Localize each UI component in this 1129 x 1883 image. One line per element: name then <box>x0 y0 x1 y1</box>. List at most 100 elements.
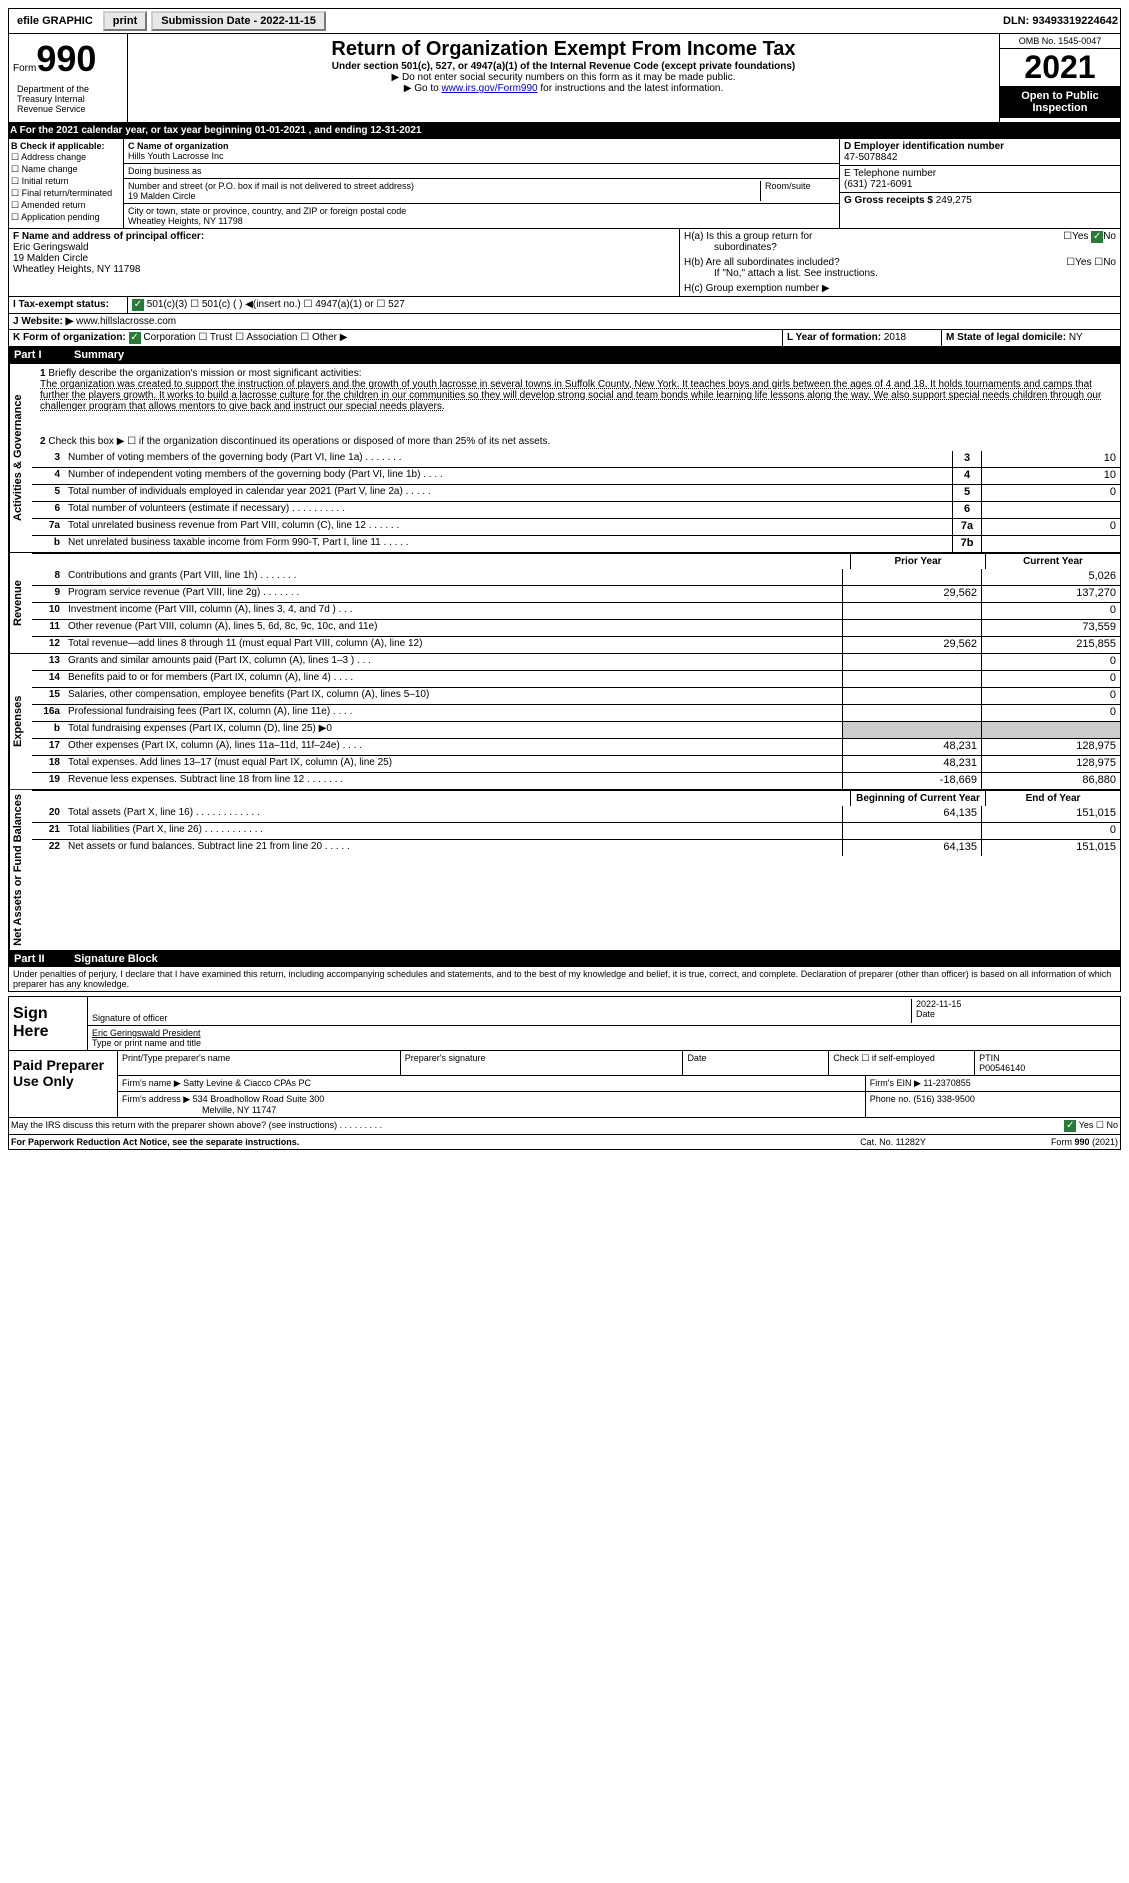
instr-1: ▶ Do not enter social security numbers o… <box>132 72 995 83</box>
form-header: Form990 Department of the Treasury Inter… <box>8 34 1121 123</box>
submission-date-label: Submission Date - 2022-11-15 <box>151 11 326 31</box>
table-row: 20Total assets (Part X, line 16) . . . .… <box>32 806 1120 822</box>
table-row: 12Total revenue—add lines 8 through 11 (… <box>32 636 1120 653</box>
table-row: 19Revenue less expenses. Subtract line 1… <box>32 772 1120 789</box>
table-row: 21Total liabilities (Part X, line 26) . … <box>32 822 1120 839</box>
top-bar: efile GRAPHIC print Submission Date - 20… <box>8 8 1121 34</box>
mission-text: The organization was created to support … <box>40 379 1101 412</box>
chk-initial[interactable]: ☐ Initial return <box>11 176 121 187</box>
ptin-value: P00546140 <box>979 1063 1025 1073</box>
box-de: D Employer identification number 47-5078… <box>840 139 1120 228</box>
table-row: 14Benefits paid to or for members (Part … <box>32 670 1120 687</box>
side-label-exp: Expenses <box>9 654 32 789</box>
row-j: J Website: ▶ www.hillslacrosse.com <box>8 314 1121 330</box>
row-fh: F Name and address of principal officer:… <box>8 229 1121 297</box>
check-icon: ✓ <box>1091 231 1103 243</box>
firm-name: Satty Levine & Ciacco CPAs PC <box>183 1078 311 1088</box>
check-icon: ✓ <box>129 332 141 344</box>
row-a: A For the 2021 calendar year, or tax yea… <box>8 123 1121 138</box>
footer-row: For Paperwork Reduction Act Notice, see … <box>8 1135 1121 1150</box>
phone-label: E Telephone number <box>844 168 936 179</box>
row-klm: K Form of organization: ✓ Corporation ☐ … <box>8 330 1121 347</box>
city-label: City or town, state or province, country… <box>128 206 406 216</box>
website-value: www.hillslacrosse.com <box>76 316 176 327</box>
ein-value: 47-5078842 <box>844 152 897 163</box>
info-grid: B Check if applicable: ☐ Address change … <box>8 138 1121 229</box>
omb-label: OMB No. 1545-0047 <box>1000 34 1120 49</box>
title-box: Return of Organization Exempt From Incom… <box>128 34 999 122</box>
part1-header: Part I Summary <box>8 347 1121 363</box>
chk-name[interactable]: ☐ Name change <box>11 164 121 175</box>
gross-label: G Gross receipts $ <box>844 195 933 206</box>
paid-preparer-label: Paid Preparer Use Only <box>9 1051 118 1117</box>
chk-pending[interactable]: ☐ Application pending <box>11 212 121 223</box>
org-name: Hills Youth Lacrosse Inc <box>128 151 224 161</box>
print-button[interactable]: print <box>103 11 147 31</box>
table-row: 13Grants and similar amounts paid (Part … <box>32 654 1120 670</box>
tax-year: 2021 <box>1000 49 1120 86</box>
table-row: 6Total number of volunteers (estimate if… <box>32 501 1120 518</box>
hdr-end: End of Year <box>985 791 1120 806</box>
table-row: 22Net assets or fund balances. Subtract … <box>32 839 1120 856</box>
year-box: OMB No. 1545-0047 2021 Open to Public In… <box>999 34 1120 122</box>
side-label-gov: Activities & Governance <box>9 364 32 552</box>
table-row: 18Total expenses. Add lines 13–17 (must … <box>32 755 1120 772</box>
box-b-label: B Check if applicable: <box>11 141 121 151</box>
table-row: 4Number of independent voting members of… <box>32 467 1120 484</box>
hdr-current: Current Year <box>985 554 1120 569</box>
table-row: 3Number of voting members of the governi… <box>32 451 1120 467</box>
table-row: 8Contributions and grants (Part VIII, li… <box>32 569 1120 585</box>
efile-label: efile GRAPHIC <box>11 13 99 29</box>
section-expenses: Expenses 13Grants and similar amounts pa… <box>8 654 1121 790</box>
sub-title: Under section 501(c), 527, or 4947(a)(1)… <box>132 61 995 72</box>
main-title: Return of Organization Exempt From Incom… <box>132 38 995 61</box>
firm-phone: (516) 338-9500 <box>913 1094 975 1104</box>
irs-link[interactable]: www.irs.gov/Form990 <box>441 83 537 94</box>
perjury-text: Under penalties of perjury, I declare th… <box>8 967 1121 992</box>
table-row: 17Other expenses (Part IX, column (A), l… <box>32 738 1120 755</box>
firm-ein: 11-2370855 <box>923 1078 970 1088</box>
table-row: 11Other revenue (Part VIII, column (A), … <box>32 619 1120 636</box>
firm-addr1: 534 Broadhollow Road Suite 300 <box>193 1094 325 1104</box>
section-governance: Activities & Governance 1 Briefly descri… <box>8 363 1121 553</box>
phone-value: (631) 721-6091 <box>844 179 912 190</box>
org-name-label: C Name of organization <box>128 141 229 151</box>
addr-label: Number and street (or P.O. box if mail i… <box>128 181 414 191</box>
officer-name-title: Eric Geringswald President <box>92 1028 201 1038</box>
officer-addr2: Wheatley Heights, NY 11798 <box>13 264 140 275</box>
gross-value: 249,275 <box>936 195 972 206</box>
instr-2: ▶ Go to www.irs.gov/Form990 for instruct… <box>132 83 995 94</box>
chk-address[interactable]: ☐ Address change <box>11 152 121 163</box>
officer-addr1: 19 Malden Circle <box>13 253 88 264</box>
sign-here-block: Sign Here Signature of officer 2022-11-1… <box>8 996 1121 1051</box>
table-row: 7aTotal unrelated business revenue from … <box>32 518 1120 535</box>
discuss-row: May the IRS discuss this return with the… <box>8 1118 1121 1135</box>
table-row: 16aProfessional fundraising fees (Part I… <box>32 704 1120 721</box>
sign-here-label: Sign Here <box>9 997 88 1050</box>
form-number: 990 <box>36 38 96 79</box>
form-footer: Form 990 (2021) <box>968 1137 1118 1147</box>
dept-label: Department of the Treasury Internal Reve… <box>13 80 123 118</box>
open-inspection: Open to Public Inspection <box>1000 86 1120 118</box>
table-row: bTotal fundraising expenses (Part IX, co… <box>32 721 1120 738</box>
table-row: 5Total number of individuals employed in… <box>32 484 1120 501</box>
firm-addr2: Melville, NY 11747 <box>122 1105 276 1115</box>
box-h: H(a) Is this a group return for ☐Yes ✓No… <box>680 229 1120 296</box>
dln-label: DLN: 93493319224642 <box>1003 15 1118 27</box>
part2-header: Part II Signature Block <box>8 951 1121 967</box>
table-row: 10Investment income (Part VIII, column (… <box>32 602 1120 619</box>
paid-preparer-block: Paid Preparer Use Only Print/Type prepar… <box>8 1051 1121 1118</box>
officer-name: Eric Geringswald <box>13 242 89 253</box>
dba-label: Doing business as <box>128 166 202 176</box>
form-number-box: Form990 Department of the Treasury Inter… <box>9 34 128 122</box>
ein-label: D Employer identification number <box>844 141 1004 152</box>
city-value: Wheatley Heights, NY 11798 <box>128 216 243 226</box>
section-revenue: Revenue Prior Year Current Year 8Contrib… <box>8 553 1121 654</box>
chk-final[interactable]: ☐ Final return/terminated <box>11 188 121 199</box>
table-row: 9Program service revenue (Part VIII, lin… <box>32 585 1120 602</box>
chk-amended[interactable]: ☐ Amended return <box>11 200 121 211</box>
check-icon: ✓ <box>1064 1120 1076 1132</box>
table-row: 15Salaries, other compensation, employee… <box>32 687 1120 704</box>
sig-date: 2022-11-15 <box>916 999 961 1009</box>
addr-value: 19 Malden Circle <box>128 191 196 201</box>
